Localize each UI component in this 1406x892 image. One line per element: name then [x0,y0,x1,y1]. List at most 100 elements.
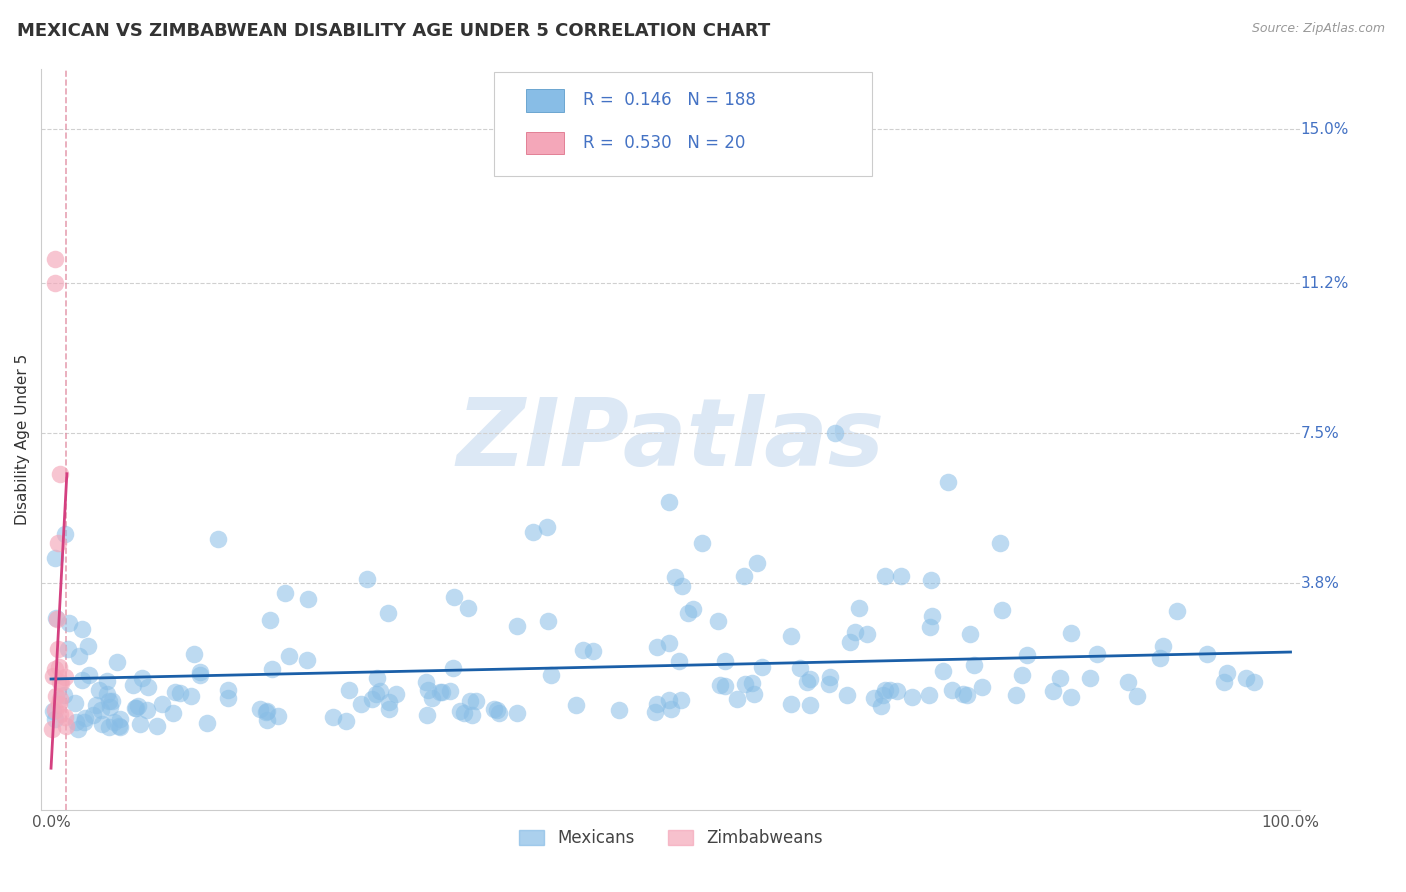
Point [98,720,121,734]
Point [322,710,344,724]
Point [377,607,399,621]
Point [936,475,959,489]
Point [127,699,149,714]
Point [356,573,378,587]
Point [195,716,218,731]
Text: R =  0.146   N = 188: R = 0.146 N = 188 [582,91,755,110]
Point [485,703,508,717]
Point [217,683,239,698]
Point [56,641,79,656]
Point [49,692,72,706]
Point [540,668,562,682]
Point [97,694,120,708]
Point [260,662,283,676]
Point [658,636,681,650]
Point [1005,688,1028,702]
Point [44,662,66,676]
Point [350,697,373,711]
Point [150,697,173,711]
Point [1060,626,1083,640]
Point [77,667,100,681]
Point [297,653,319,667]
Point [45,690,67,704]
Point [98,700,121,714]
Point [727,691,749,706]
Point [733,569,755,583]
Legend: Mexicans, Zimbabweans: Mexicans, Zimbabweans [512,822,830,855]
Point [709,678,731,692]
Point [131,671,153,685]
Bar [526,89,564,112]
Point [678,606,700,620]
Point [920,574,942,588]
Point [70,673,93,687]
Point [799,672,821,686]
Point [46,642,69,657]
Point [420,690,443,705]
Point [217,690,239,705]
Point [609,703,631,717]
Text: R =  0.530   N = 20: R = 0.530 N = 20 [582,134,745,152]
Point [873,569,896,583]
Point [921,608,943,623]
Point [44,252,66,266]
Point [274,585,297,599]
Point [48,467,70,481]
Point [55,719,77,733]
Bar [526,132,564,153]
Point [751,660,773,674]
Point [818,677,841,691]
Point [645,640,668,654]
Point [872,688,894,702]
Point [1234,671,1257,685]
Point [658,693,681,707]
Point [1011,668,1033,682]
Point [259,613,281,627]
Point [337,683,360,698]
Point [121,678,143,692]
Point [190,665,212,679]
Point [73,710,96,724]
Point [714,654,737,668]
Point [742,687,765,701]
Point [256,714,278,728]
Point [932,664,955,678]
Point [734,677,756,691]
Point [416,707,439,722]
Text: ZIPatlas: ZIPatlas [457,393,884,485]
Point [870,699,893,714]
Point [105,655,128,669]
Point [918,620,941,634]
Point [67,722,90,736]
Point [918,688,941,702]
Point [692,536,714,550]
Point [779,697,801,711]
Point [1213,674,1236,689]
Point [572,643,595,657]
Point [128,717,150,731]
Point [536,519,558,533]
Point [180,689,202,703]
Point [49,674,72,689]
Point [439,683,461,698]
Point [162,706,184,720]
Point [360,692,382,706]
Point [522,524,544,539]
Point [824,426,846,441]
Point [458,693,481,707]
Point [53,688,76,702]
Point [461,707,484,722]
Point [49,707,72,722]
Point [659,702,682,716]
Point [506,619,529,633]
Point [169,686,191,700]
Point [839,634,862,648]
Point [990,536,1012,550]
Point [366,671,388,685]
Point [44,712,66,726]
Point [962,657,984,672]
Point [188,667,211,681]
Point [465,693,488,707]
Point [668,654,690,668]
Text: Source: ZipAtlas.com: Source: ZipAtlas.com [1251,22,1385,36]
